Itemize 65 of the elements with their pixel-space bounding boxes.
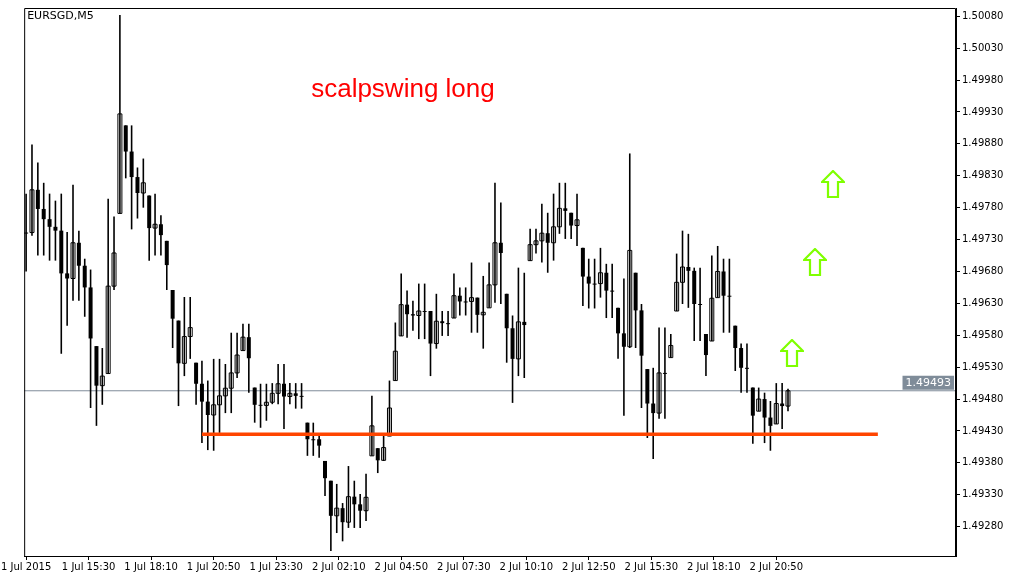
x-tick-label: 2 Jul 04:50 — [374, 560, 428, 572]
candlestick — [446, 310, 451, 337]
y-tick-label: 1.49930 — [962, 105, 1004, 117]
candlestick — [386, 379, 392, 437]
candlestick — [422, 282, 427, 340]
candlestick — [194, 361, 199, 406]
candlestick — [317, 433, 322, 459]
candlestick — [592, 257, 597, 310]
x-tick-label: 1 Jul 2015 — [1, 560, 52, 572]
candlestick — [392, 321, 398, 382]
candlestick — [733, 324, 738, 372]
candlestick — [252, 386, 257, 424]
x-tick-label: 1 Jul 15:30 — [61, 560, 116, 572]
candlestick — [744, 342, 749, 394]
y-tick-label: 1.49580 — [962, 328, 1004, 340]
y-tick-label: 1.49780 — [962, 201, 1004, 213]
y-tick-label: 1.49330 — [962, 488, 1004, 500]
candlestick — [135, 166, 140, 220]
ref-line-label: 1.49493 — [905, 375, 952, 389]
y-tick-label: 1.49880 — [962, 137, 1004, 149]
x-tick-label: 1 Jul 23:30 — [249, 560, 303, 572]
candlestick — [47, 192, 52, 262]
x-tick-label: 2 Jul 15:30 — [624, 560, 679, 572]
candlestick — [698, 266, 703, 342]
x-tick-label: 1 Jul 18:10 — [124, 560, 178, 572]
candlestick — [199, 359, 204, 444]
candlestick — [82, 257, 87, 318]
y-tick-label: 1.49630 — [962, 296, 1004, 308]
x-tick-label: 1 Jul 20:50 — [186, 560, 241, 572]
y-tick-label: 1.49730 — [962, 233, 1004, 245]
candlestick — [586, 257, 591, 310]
candlestick — [53, 199, 58, 262]
candlestick — [140, 157, 146, 209]
candlestick — [727, 257, 732, 334]
annotation: scalpswing long — [311, 73, 495, 104]
candlestick — [762, 391, 767, 444]
x-tick-label: 2 Jul 18:10 — [686, 560, 741, 572]
x-tick-label: 2 Jul 02:10 — [311, 560, 366, 572]
candlestick — [323, 460, 328, 497]
candlestick — [768, 400, 773, 452]
x-tick-label: 2 Jul 07:30 — [436, 560, 491, 572]
y-tick-label: 1.49530 — [962, 360, 1004, 372]
candlestick — [668, 333, 674, 359]
candlestick — [480, 275, 486, 350]
candlestick — [293, 382, 298, 410]
x-tick-label: 2 Jul 10:10 — [499, 560, 554, 572]
chart-title: EURSGD,M5 — [27, 9, 94, 23]
y-tick-label: 1.49280 — [962, 520, 1004, 532]
candlestick — [299, 382, 304, 410]
candlestick — [715, 245, 721, 299]
candlestick — [311, 421, 316, 457]
y-tick-label: 1.49830 — [962, 169, 1004, 181]
y-tick-label: 1.49380 — [962, 456, 1004, 468]
y-tick-label: 1.50080 — [962, 9, 1004, 21]
y-tick-label: 1.49430 — [962, 424, 1004, 436]
candlestick — [99, 347, 105, 406]
y-tick-label: 1.49680 — [962, 265, 1004, 277]
candlestick — [41, 182, 46, 257]
y-tick-label: 1.49980 — [962, 73, 1004, 85]
x-tick-label: 2 Jul 20:50 — [749, 560, 804, 572]
candlestick — [739, 342, 744, 394]
y-tick-label: 1.50030 — [962, 41, 1004, 53]
candlestick — [610, 263, 615, 319]
x-tick-label: 2 Jul 12:50 — [561, 560, 616, 572]
y-tick-label: 1.49480 — [962, 392, 1004, 404]
